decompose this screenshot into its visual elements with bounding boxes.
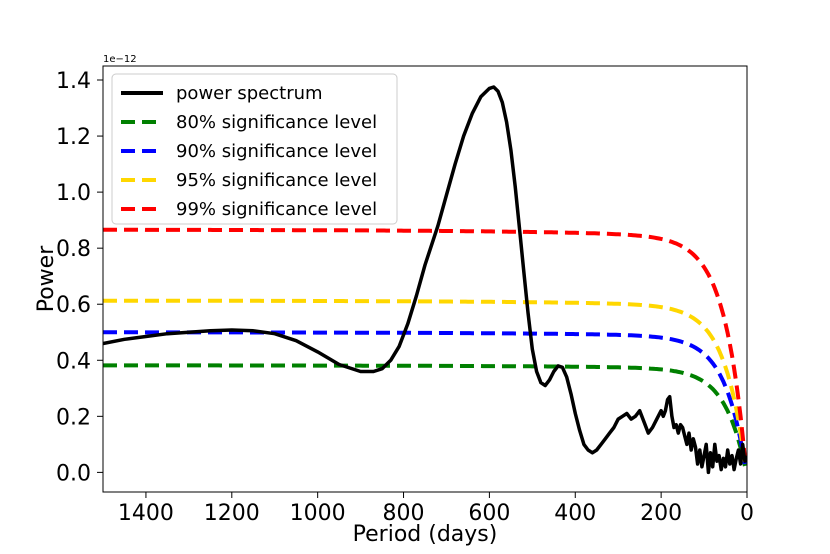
plot-frame — [102, 65, 748, 493]
legend-label-90-significance-level: 90% significance level — [176, 141, 377, 162]
y-tick-label: 1.0 — [56, 181, 91, 206]
y-axis-label: Power — [34, 245, 59, 312]
y-tick-label: 1.2 — [56, 125, 91, 150]
y-offset-label: 1e−12 — [103, 54, 137, 65]
x-axis-label: Period (days) — [353, 522, 498, 547]
y-tick-label: 0.8 — [56, 237, 91, 262]
series-group — [103, 85, 747, 475]
y-tick-label: 0.0 — [56, 461, 91, 486]
legend-label-95-significance-level: 95% significance level — [176, 170, 377, 191]
x-axis: 1400 1200 1000 800 600 400 200 0 — [118, 492, 754, 526]
x-tick-label: 1000 — [290, 501, 346, 526]
y-tick-label: 0.6 — [56, 293, 91, 318]
series-line-power-spectrum — [103, 85, 747, 475]
y-tick-label: 0.4 — [56, 349, 91, 374]
y-tick-label: 0.2 — [56, 405, 91, 430]
legend: power spectrum 80% significance level 90% … — [111, 73, 398, 225]
legend-label-80-significance-level: 80% significance level — [176, 112, 377, 133]
x-tick-label: 400 — [554, 501, 596, 526]
legend-label-99-significance-level: 99% significance level — [176, 199, 377, 220]
series-line-99-significance-level — [103, 227, 747, 459]
x-tick-label: 1200 — [204, 501, 260, 526]
legend-label-power-spectrum: power spectrum — [176, 83, 323, 104]
y-axis: 0.0 0.2 0.4 0.6 0.8 1.0 1.2 1.4 — [56, 69, 103, 486]
legend-box — [111, 73, 398, 225]
x-tick-label: 1400 — [118, 501, 174, 526]
x-tick-label: 600 — [468, 501, 510, 526]
x-tick-label: 800 — [383, 501, 425, 526]
series-layer — [103, 85, 747, 475]
series-line-95-significance-level — [103, 298, 747, 463]
x-tick-label: 0 — [740, 501, 754, 526]
x-tick-label: 200 — [640, 501, 682, 526]
y-tick-label: 1.4 — [56, 69, 91, 94]
series-line-80-significance-level — [103, 363, 747, 467]
